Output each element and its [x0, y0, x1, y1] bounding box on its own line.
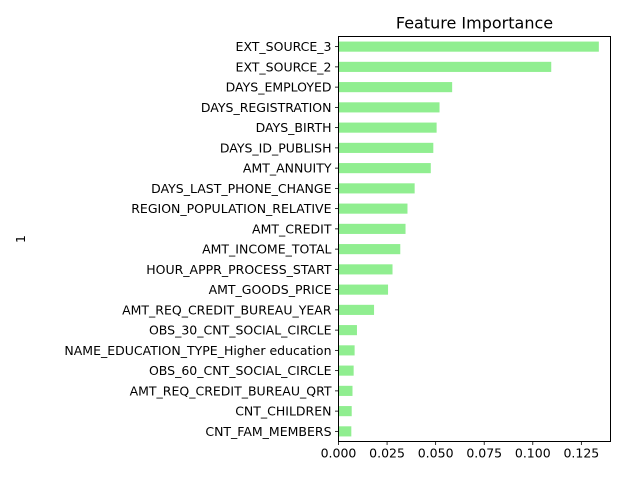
- x-tick-label: 0.075: [466, 446, 502, 461]
- bar-ext-source-3: [338, 41, 599, 52]
- y-tick-label: CNT_FAM_MEMBERS: [205, 424, 331, 439]
- bar-region-population-relative: [338, 203, 408, 214]
- bar-days-registration: [338, 102, 440, 113]
- bar-amt-req-credit-bureau-year: [338, 304, 375, 315]
- y-tick-label: REGION_POPULATION_RELATIVE: [131, 201, 331, 216]
- bar-hour-appr-process-start: [338, 264, 393, 275]
- y-tick-label: DAYS_EMPLOYED: [226, 80, 332, 95]
- y-tick-labels: EXT_SOURCE_3 EXT_SOURCE_2 DAYS_EMPLOYED DAY…: [64, 39, 339, 439]
- x-tick-label: 0.100: [515, 446, 551, 461]
- chart-title: Feature Importance: [396, 14, 553, 33]
- x-tick-label: 0.050: [418, 446, 454, 461]
- bar-days-employed: [338, 82, 453, 93]
- bar-ext-source-2: [338, 61, 552, 72]
- bar-obs-30-cnt-social-circle: [338, 325, 357, 336]
- y-tick-label: EXT_SOURCE_2: [236, 59, 332, 74]
- y-tick-label: AMT_REQ_CREDIT_BUREAU_YEAR: [122, 302, 332, 317]
- y-tick-label: DAYS_REGISTRATION: [201, 100, 332, 115]
- y-axis-label: 1: [13, 235, 28, 243]
- y-tick-label: AMT_CREDIT: [252, 221, 332, 236]
- x-tick-label: 0.125: [563, 446, 599, 461]
- y-tick-label: DAYS_LAST_PHONE_CHANGE: [151, 181, 331, 196]
- bar-amt-req-credit-bureau-qrt: [338, 385, 353, 396]
- y-tick-label: NAME_EDUCATION_TYPE_Higher education: [64, 343, 331, 358]
- axes-frame: [338, 36, 611, 442]
- bar-days-id-publish: [338, 142, 434, 153]
- bar-days-last-phone-change: [338, 183, 415, 194]
- bar-amt-annuity: [338, 163, 431, 174]
- y-tick-label: OBS_30_CNT_SOCIAL_CIRCLE: [149, 323, 332, 338]
- y-tick-label: HOUR_APPR_PROCESS_START: [146, 262, 332, 277]
- bar-cnt-fam-members: [338, 426, 352, 437]
- y-tick-label: DAYS_BIRTH: [256, 120, 332, 135]
- y-tick-label: CNT_CHILDREN: [235, 404, 331, 419]
- bar-amt-credit: [338, 223, 406, 234]
- bar-amt-goods-price: [338, 284, 389, 295]
- bar-days-birth: [338, 122, 437, 133]
- x-ticks: 0.000 0.025 0.050 0.075 0.100 0.125: [321, 441, 599, 461]
- y-tick-label: DAYS_ID_PUBLISH: [220, 140, 332, 155]
- bar-name-education-type-higher-education: [338, 345, 355, 356]
- bars-group: [338, 41, 599, 437]
- x-tick-label: 0.025: [369, 446, 405, 461]
- bar-cnt-children: [338, 406, 352, 417]
- x-tick-label: 0.000: [321, 446, 357, 461]
- y-tick-label: AMT_REQ_CREDIT_BUREAU_QRT: [130, 383, 332, 398]
- bar-obs-60-cnt-social-circle: [338, 365, 354, 376]
- y-tick-label: AMT_GOODS_PRICE: [209, 282, 332, 297]
- y-tick-label: AMT_ANNUITY: [243, 161, 332, 176]
- y-tick-label: EXT_SOURCE_3: [236, 39, 332, 54]
- y-tick-label: AMT_INCOME_TOTAL: [202, 242, 331, 257]
- bar-amt-income-total: [338, 244, 401, 255]
- y-tick-label: OBS_60_CNT_SOCIAL_CIRCLE: [149, 363, 332, 378]
